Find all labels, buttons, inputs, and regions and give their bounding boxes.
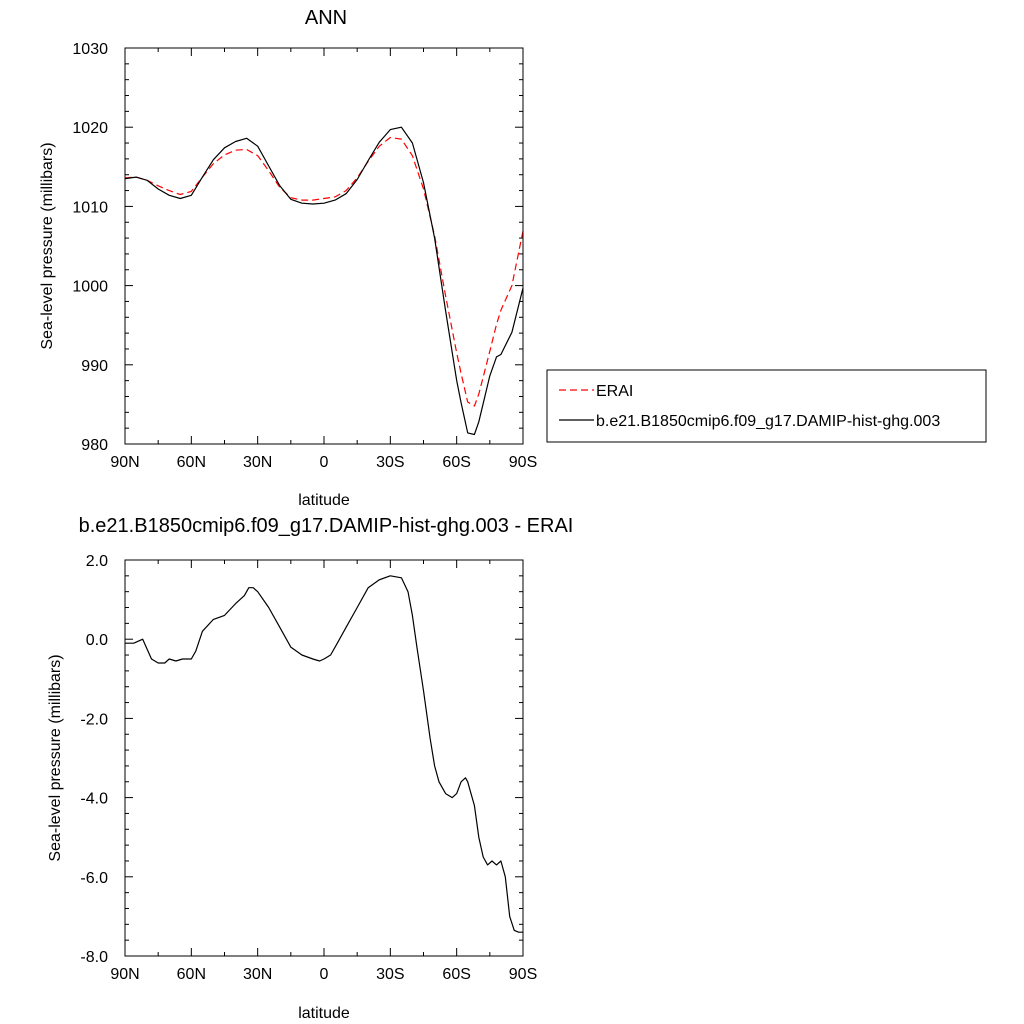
top-plot-frame bbox=[124, 47, 524, 445]
bottom-axis-ticks: 90N 60N 30N 0 30S 60S 90S -8.0 -6.0 -4.0 -2.0 0.0 2.… bbox=[80, 553, 537, 983]
x-tick-label: 90N bbox=[110, 454, 139, 471]
x-tick-label: 60N bbox=[177, 454, 206, 471]
legend-box bbox=[546, 369, 987, 443]
x-tick-label: 30N bbox=[243, 966, 272, 983]
erai-line bbox=[124, 136, 524, 407]
x-tick-label: 60S bbox=[442, 966, 470, 983]
x-tick-label: 30S bbox=[376, 454, 404, 471]
model-line bbox=[124, 126, 524, 436]
bottom-x-axis-label: latitude bbox=[298, 1005, 350, 1022]
bottom-y-axis-label: Sea-level pressure (millibars) bbox=[47, 654, 64, 861]
x-tick-label: 90N bbox=[110, 966, 139, 983]
x-tick-label: 30S bbox=[376, 966, 404, 983]
y-tick-label: 980 bbox=[81, 437, 108, 454]
y-tick-label: -8.0 bbox=[80, 949, 108, 966]
x-tick-label: 60S bbox=[442, 454, 470, 471]
y-tick-label: 1020 bbox=[72, 120, 108, 137]
top-chart-title: ANN bbox=[305, 7, 347, 29]
top-panel: ANN 90N 60N 30N 0 30S 60S 90S 980 990 1000 1010 102… bbox=[39, 7, 987, 509]
y-tick-label: -4.0 bbox=[80, 791, 108, 808]
top-axis-ticks: 90N 60N 30N 0 30S 60S 90S 980 990 1000 1010 1020 103… bbox=[72, 41, 537, 471]
x-tick-label: 90S bbox=[509, 454, 537, 471]
y-tick-label: -6.0 bbox=[80, 870, 108, 887]
bottom-panel: b.e21.B1850cmip6.f09_g17.DAMIP-hist-ghg.… bbox=[47, 515, 573, 1022]
y-tick-label: 1030 bbox=[72, 41, 108, 58]
legend-label-erai: ERAI bbox=[596, 383, 633, 400]
x-tick-label: 90S bbox=[509, 966, 537, 983]
x-tick-label: 0 bbox=[320, 966, 329, 983]
y-tick-label: 0.0 bbox=[86, 632, 108, 649]
top-y-axis-label: Sea-level pressure (millibars) bbox=[39, 142, 56, 349]
top-x-axis-label: latitude bbox=[298, 492, 350, 509]
x-tick-label: 60N bbox=[177, 966, 206, 983]
y-tick-label: 2.0 bbox=[86, 553, 108, 570]
bottom-series-lines bbox=[125, 575, 523, 933]
y-tick-label: 1000 bbox=[72, 279, 108, 296]
top-series-lines bbox=[124, 126, 524, 436]
y-tick-label: -2.0 bbox=[80, 711, 108, 728]
bottom-plot-frame bbox=[124, 559, 524, 957]
y-tick-label: 990 bbox=[81, 358, 108, 375]
y-tick-label: 1010 bbox=[72, 199, 108, 216]
legend-label-model: b.e21.B1850cmip6.f09_g17.DAMIP-hist-ghg.… bbox=[596, 413, 940, 430]
difference-line bbox=[125, 575, 523, 933]
x-tick-label: 0 bbox=[320, 454, 329, 471]
bottom-chart-title: b.e21.B1850cmip6.f09_g17.DAMIP-hist-ghg.… bbox=[79, 515, 574, 537]
x-tick-label: 30N bbox=[243, 454, 272, 471]
legend: ERAI b.e21.B1850cmip6.f09_g17.DAMIP-hist… bbox=[546, 369, 987, 443]
